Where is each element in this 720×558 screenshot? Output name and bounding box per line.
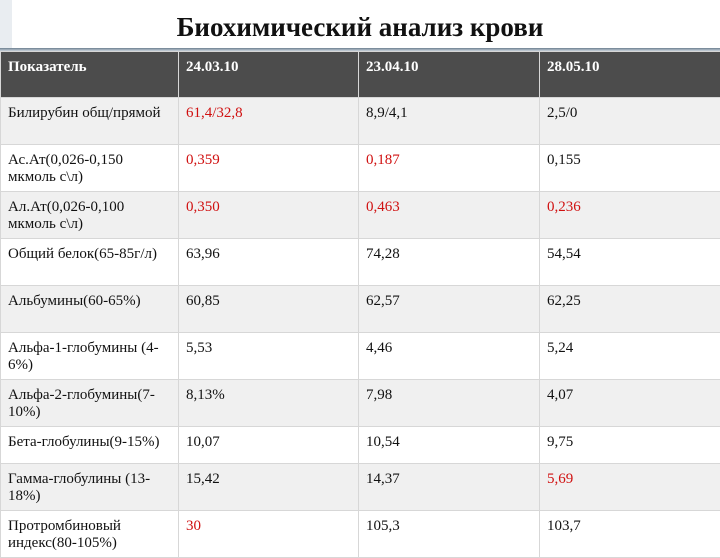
value-cell-date-3: 9,75 <box>540 427 720 464</box>
indicator-name: Бета-глобулины(9-15%) <box>1 427 179 464</box>
indicator-name: Ал.Ат(0,026-0,100 мкмоль с\л) <box>1 192 179 239</box>
value-cell-date-3: 103,7 <box>540 511 720 558</box>
indicator-name: Гамма-глобулины (13-18%) <box>1 464 179 511</box>
blood-analysis-table: Показатель 24.03.10 23.04.10 28.05.10 Би… <box>0 51 720 558</box>
value-cell-date-3: 0,155 <box>540 145 720 192</box>
header-row: Показатель 24.03.10 23.04.10 28.05.10 <box>1 52 720 98</box>
value-cell-date-1: 30 <box>179 511 359 558</box>
header-date-3: 28.05.10 <box>540 52 720 98</box>
value-cell-date-3: 0,236 <box>540 192 720 239</box>
table-header: Показатель 24.03.10 23.04.10 28.05.10 <box>1 52 720 98</box>
value-cell-date-2: 14,37 <box>359 464 540 511</box>
value-cell-date-1: 61,4/32,8 <box>179 98 359 145</box>
value-cell-date-3: 4,07 <box>540 380 720 427</box>
page-title: Биохимический анализ крови <box>0 12 720 43</box>
value-cell-date-2: 74,28 <box>359 239 540 286</box>
value-cell-date-2: 4,46 <box>359 333 540 380</box>
indicator-name: Протромбиновый индекс(80-105%) <box>1 511 179 558</box>
value-cell-date-1: 15,42 <box>179 464 359 511</box>
value-cell-date-2: 10,54 <box>359 427 540 464</box>
value-cell-date-2: 8,9/4,1 <box>359 98 540 145</box>
value-cell-date-1: 0,350 <box>179 192 359 239</box>
header-indicator: Показатель <box>1 52 179 98</box>
value-cell-date-1: 5,53 <box>179 333 359 380</box>
value-cell-date-1: 8,13% <box>179 380 359 427</box>
value-cell-date-2: 105,3 <box>359 511 540 558</box>
value-cell-date-2: 7,98 <box>359 380 540 427</box>
header-date-1: 24.03.10 <box>179 52 359 98</box>
value-cell-date-2: 0,463 <box>359 192 540 239</box>
value-cell-date-3: 54,54 <box>540 239 720 286</box>
indicator-name: Альфа-1-глобумины (4-6%) <box>1 333 179 380</box>
value-cell-date-1: 0,359 <box>179 145 359 192</box>
indicator-name: Альбумины(60-65%) <box>1 286 179 333</box>
indicator-name: Билирубин общ/прямой <box>1 98 179 145</box>
header-date-2: 23.04.10 <box>359 52 540 98</box>
indicator-name: Ас.Ат(0,026-0,150 мкмоль с\л) <box>1 145 179 192</box>
value-cell-date-3: 5,24 <box>540 333 720 380</box>
value-cell-date-1: 63,96 <box>179 239 359 286</box>
value-cell-date-2: 0,187 <box>359 145 540 192</box>
value-cell-date-3: 2,5/0 <box>540 98 720 145</box>
indicator-name: Общий белок(65-85г/л) <box>1 239 179 286</box>
value-cell-date-2: 62,57 <box>359 286 540 333</box>
indicator-name: Альфа-2-глобумины(7-10%) <box>1 380 179 427</box>
value-cell-date-3: 5,69 <box>540 464 720 511</box>
value-cell-date-3: 62,25 <box>540 286 720 333</box>
value-cell-date-1: 60,85 <box>179 286 359 333</box>
value-cell-date-1: 10,07 <box>179 427 359 464</box>
